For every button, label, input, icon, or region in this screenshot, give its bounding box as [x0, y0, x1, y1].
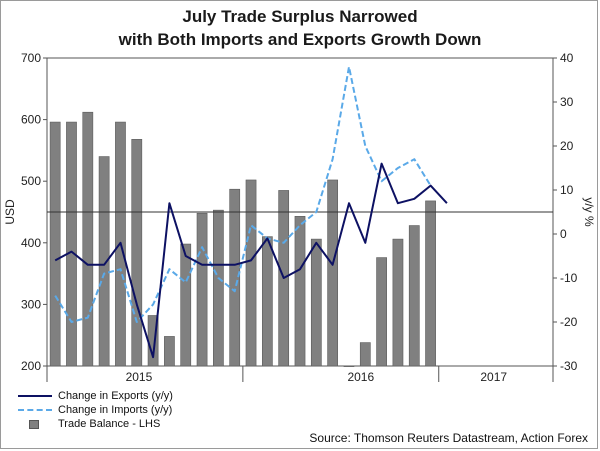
left-tick-label: 400: [21, 236, 41, 250]
trade-balance-bar: [294, 216, 306, 367]
legend-item-exports: Change in Exports (y/y): [18, 389, 173, 403]
trade-balance-bar: [98, 156, 110, 367]
trade-balance-bar: [196, 212, 208, 367]
source-note: Source: Thomson Reuters Datastream, Acti…: [309, 431, 588, 445]
trade-balance-bar: [213, 209, 224, 367]
year-label: 2017: [480, 370, 507, 384]
trade-balance-bar: [310, 238, 322, 367]
trade-balance-bar: [82, 111, 94, 367]
right-tick-label: -30: [560, 359, 578, 373]
chart-title: July Trade Surplus Narrowed with Both Im…: [0, 5, 600, 51]
legend-item-trade-balance: Trade Balance - LHS: [18, 417, 173, 431]
trade-balance-bar: [359, 342, 371, 367]
trade-balance-bar: [66, 121, 77, 367]
legend-item-imports: Change in Imports (y/y): [18, 403, 173, 417]
year-label: 2016: [347, 370, 374, 384]
right-tick-label: 20: [560, 139, 574, 153]
trade-balance-bar: [425, 200, 436, 367]
right-tick-label: 30: [560, 95, 574, 109]
title-line-2: with Both Imports and Exports Growth Dow…: [118, 30, 482, 49]
left-axis-title: USD: [3, 199, 17, 225]
trade-balance-bar: [327, 179, 339, 367]
trade-balance-bar: [343, 365, 355, 367]
right-tick-label: 0: [560, 227, 567, 241]
right-tick-label: -10: [560, 271, 578, 285]
legend: Change in Exports (y/y) Change in Import…: [18, 389, 173, 431]
legend-label-trade-balance: Trade Balance - LHS: [58, 418, 161, 430]
trade-balance-bar: [180, 243, 192, 367]
trade-balance-bar: [131, 139, 143, 367]
right-tick-label: 40: [560, 51, 574, 65]
trade-balance-bar: [164, 336, 175, 367]
year-label: 2015: [126, 370, 153, 384]
left-tick-label: 700: [21, 51, 41, 65]
left-tick-label: 600: [21, 113, 41, 127]
legend-swatch-trade-balance: [18, 419, 52, 429]
legend-label-exports: Change in Exports (y/y): [58, 390, 173, 402]
left-tick-label: 500: [21, 174, 41, 188]
legend-label-imports: Change in Imports (y/y): [58, 404, 173, 416]
trade-balance-bar: [245, 179, 257, 367]
trade-balance-bar: [376, 257, 387, 367]
right-tick-label: -20: [560, 315, 578, 329]
trade-balance-bar: [261, 236, 273, 367]
left-tick-label: 300: [21, 297, 41, 311]
trade-balance-bar: [49, 121, 61, 367]
trade-balance-bar: [229, 188, 241, 367]
left-tick-label: 200: [21, 359, 41, 373]
title-line-1: July Trade Surplus Narrowed: [182, 7, 418, 26]
exports-yoy-line: [54, 162, 448, 359]
legend-swatch-imports: [18, 405, 52, 415]
imports-yoy-line: [54, 65, 432, 323]
trade-balance-bar: [392, 238, 404, 367]
legend-swatch-exports: [18, 391, 52, 401]
trade-balance-bar: [408, 225, 420, 367]
right-tick-label: 10: [560, 183, 574, 197]
right-axis-title: y/y %: [582, 197, 596, 227]
